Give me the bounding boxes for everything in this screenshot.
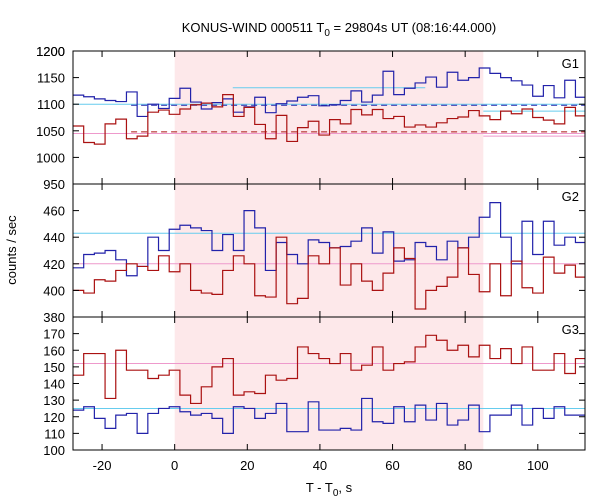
y-tick-label-g3-110: 110: [44, 426, 65, 441]
y-tick-label-g2-420: 420: [43, 257, 65, 272]
text-layer: KONUS-WIND 000511 T0 = 29804s UT (08:16:…: [4, 20, 579, 499]
chart-title-sub: 0: [324, 28, 330, 39]
x-tick-label-80: 80: [458, 458, 472, 473]
y-tick-label-g3-100: 100: [43, 443, 65, 458]
red-series-curve-g1: [73, 94, 585, 145]
y-tick-label-g2-440: 440: [43, 230, 65, 245]
y-tick-label-g3-160: 160: [43, 343, 65, 358]
x-tick-label-100: 100: [527, 458, 549, 473]
y-tick-label-g1-1200: 1200: [36, 44, 65, 59]
x-axis-label: T - T0, s: [306, 480, 353, 499]
y-tick-label-g2-400: 400: [43, 283, 65, 298]
blue-series-curve-g3: [73, 397, 585, 434]
x-axis-label-suffix: , s: [338, 480, 352, 495]
burst-interval-shade-g3: [174, 317, 484, 450]
y-tick-label-g3-130: 130: [43, 393, 65, 408]
y-tick-label-g3-140: 140: [43, 377, 65, 392]
y-tick-label-g3-120: 120: [43, 410, 65, 425]
y-tick-label-g2-460: 460: [43, 204, 65, 219]
chart-title: KONUS-WIND 000511 T0 = 29804s UT (08:16:…: [182, 20, 496, 39]
frame-layer: [72, 50, 586, 451]
panel-label-g2: G2: [562, 189, 579, 204]
x-tick-label-60: 60: [385, 458, 399, 473]
y-axis-label: counts / sec: [4, 215, 19, 285]
x-tick-label--20: -20: [93, 458, 112, 473]
y-tick-label-g1-1200: 1200: [36, 44, 65, 59]
x-axis-label-sub: 0: [333, 488, 339, 499]
y-tick-label-g1-1150: 1150: [37, 71, 65, 86]
y-tick-label-g3-170: 170: [43, 327, 65, 342]
panel-label-g3: G3: [562, 322, 579, 337]
x-axis-label-prefix: T - T: [306, 480, 333, 495]
chart-title-suffix: = 29804s UT (08:16:44.000): [330, 20, 496, 35]
chart-title-prefix: KONUS-WIND 000511 T: [182, 20, 325, 35]
y-tick-label-g1-1050: 1050: [36, 124, 65, 139]
y-tick-label-g1-1100: 1100: [37, 97, 65, 112]
x-tick-label-20: 20: [240, 458, 254, 473]
red-series-curve-g2: [73, 236, 585, 310]
y-tick-label-g3-150: 150: [43, 360, 65, 375]
y-tick-label-g1-1000: 1000: [36, 150, 65, 165]
burst-interval-shade-g1: [174, 51, 484, 184]
blue-series-curve-g2: [73, 202, 585, 277]
series-layer: [73, 67, 585, 434]
red-series-curve-g3: [73, 334, 585, 405]
x-tick-label-40: 40: [313, 458, 327, 473]
panel-label-g1: G1: [562, 56, 579, 71]
x-tick-label-0: 0: [171, 458, 178, 473]
y-tick-label-g2-380: 380: [43, 310, 65, 325]
y-tick-label-g1-950: 950: [43, 177, 65, 192]
